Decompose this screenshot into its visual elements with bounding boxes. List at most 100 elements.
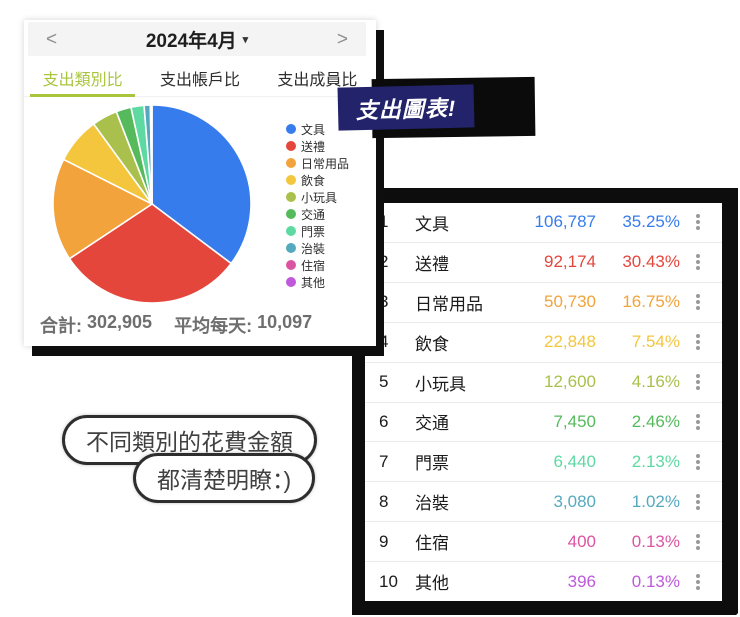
row-percentage: 1.02% xyxy=(631,491,680,511)
row-menu-button[interactable] xyxy=(680,482,716,521)
tab-expense-by-category[interactable]: 支出類別比 xyxy=(24,60,141,97)
row-menu-button[interactable] xyxy=(680,323,716,362)
row-menu-button[interactable] xyxy=(680,243,716,282)
month-selector[interactable]: 2024年4月 ▾ xyxy=(146,26,248,53)
table-row[interactable]: 5 小玩具 12,600 4.16% xyxy=(365,361,722,402)
legend-item: 送禮 xyxy=(286,139,349,154)
row-rank: 4 xyxy=(379,332,389,352)
table-row[interactable]: 1 文具 106,787 35.25% xyxy=(365,203,722,242)
pie-slice[interactable] xyxy=(52,158,154,260)
pie-slice[interactable] xyxy=(150,104,153,205)
row-category-name: 門票 xyxy=(415,454,449,474)
legend-dot-icon xyxy=(286,226,296,236)
month-label: 2024年4月 xyxy=(145,30,237,52)
legend-dot-icon xyxy=(286,124,296,134)
daily-average-pair: 平均每天: 10,097 xyxy=(174,312,312,338)
legend-item: 其他 xyxy=(286,275,349,290)
legend-dot-icon xyxy=(286,243,296,253)
row-amount: 22,848 xyxy=(544,332,596,352)
total-label: 合計: xyxy=(40,316,82,336)
row-rank: 2 xyxy=(379,252,389,272)
row-percentage: 2.46% xyxy=(631,411,680,431)
row-category-name: 飲食 xyxy=(415,334,449,354)
total-value: 302,905 xyxy=(87,312,153,332)
kebab-menu-icon xyxy=(696,380,700,385)
row-amount: 92,174 xyxy=(544,252,596,272)
row-category-name: 日常用品 xyxy=(415,294,483,314)
legend-label: 小玩具 xyxy=(301,190,338,205)
legend-dot-icon xyxy=(286,141,296,151)
row-amount: 400 xyxy=(567,531,596,551)
legend-item: 文具 xyxy=(286,122,349,137)
legend-label: 住宿 xyxy=(301,258,326,273)
badge-label: 支出圖表! xyxy=(337,84,475,131)
kebab-menu-icon xyxy=(696,499,700,504)
row-rank: 3 xyxy=(379,292,389,312)
table-row[interactable]: 6 交通 7,450 2.46% xyxy=(365,401,722,442)
row-percentage: 2.13% xyxy=(631,451,680,471)
kebab-menu-icon xyxy=(696,459,700,464)
row-percentage: 4.16% xyxy=(631,372,680,392)
legend-label: 送禮 xyxy=(301,139,326,154)
row-menu-button[interactable] xyxy=(680,562,716,601)
pie-slice[interactable] xyxy=(68,203,233,304)
legend-item: 住宿 xyxy=(286,258,349,273)
table-row[interactable]: 9 住宿 400 0.13% xyxy=(365,521,722,561)
table-row[interactable]: 7 門票 6,440 2.13% xyxy=(365,441,722,481)
expense-table-sticker: 1 文具 106,787 35.25% 2 送禮 92,174 30.43% 3 日常用品 50,7… xyxy=(352,188,738,615)
chevron-down-icon: ▾ xyxy=(242,33,249,46)
row-percentage: 0.13% xyxy=(631,571,680,591)
row-amount: 106,787 xyxy=(534,212,596,232)
legend-label: 日常用品 xyxy=(301,156,350,171)
legend-item: 飲食 xyxy=(286,173,349,188)
pie-chart[interactable] xyxy=(52,104,252,304)
row-amount: 6,440 xyxy=(553,451,596,471)
table-row[interactable]: 4 飲食 22,848 7.54% xyxy=(365,321,722,362)
row-menu-button[interactable] xyxy=(680,403,716,442)
legend-item: 日常用品 xyxy=(286,156,350,171)
pie-slice[interactable] xyxy=(151,104,252,265)
table-row[interactable]: 2 送禮 92,174 30.43% xyxy=(365,241,722,282)
legend-dot-icon xyxy=(286,277,296,287)
row-menu-button[interactable] xyxy=(680,522,716,561)
legend-dot-icon xyxy=(286,175,296,185)
kebab-menu-icon xyxy=(696,539,700,544)
row-category-name: 治裝 xyxy=(415,494,449,514)
row-menu-button[interactable] xyxy=(680,442,716,481)
kebab-menu-icon xyxy=(696,220,700,225)
table-row[interactable]: 10 其他 396 0.13% xyxy=(365,561,722,601)
row-rank: 9 xyxy=(379,531,389,551)
previous-month-button[interactable]: < xyxy=(46,28,58,50)
row-category-name: 交通 xyxy=(415,414,449,434)
daily-average-label: 平均每天: xyxy=(174,316,253,336)
next-month-button[interactable]: > xyxy=(336,28,348,50)
row-percentage: 16.75% xyxy=(622,292,680,312)
legend-dot-icon xyxy=(286,260,296,270)
table-row[interactable]: 3 日常用品 50,730 16.75% xyxy=(365,281,722,322)
legend-label: 交通 xyxy=(301,207,326,222)
kebab-menu-icon xyxy=(696,419,700,424)
row-rank: 5 xyxy=(379,372,389,392)
pie-chart-svg xyxy=(52,104,252,304)
legend-label: 門票 xyxy=(301,224,326,239)
legend-label: 飲食 xyxy=(301,173,326,188)
legend-label: 其他 xyxy=(301,275,326,290)
kebab-menu-icon xyxy=(696,579,700,584)
legend-dot-icon xyxy=(286,192,296,202)
tab-expense-by-account[interactable]: 支出帳戶比 xyxy=(159,72,240,89)
total-pair: 合計: 302,905 xyxy=(40,312,152,338)
legend-item: 小玩具 xyxy=(286,190,349,205)
tab-expense-by-member[interactable]: 支出成員比 xyxy=(277,72,358,89)
row-menu-button[interactable] xyxy=(680,203,716,242)
row-menu-button[interactable] xyxy=(680,363,716,402)
table-row[interactable]: 8 治裝 3,080 1.02% xyxy=(365,481,722,521)
row-rank: 7 xyxy=(379,451,389,471)
row-amount: 12,600 xyxy=(544,372,596,392)
row-percentage: 35.25% xyxy=(622,212,680,232)
expense-chart-badge: 支出圖表! xyxy=(337,76,538,140)
legend-item: 交通 xyxy=(286,207,349,222)
row-menu-button[interactable] xyxy=(680,283,716,322)
chart-legend: 文具 送禮 日常用品 飲食 小玩具 交通 門票 治裝 住宿 其他 xyxy=(286,122,350,290)
kebab-menu-icon xyxy=(696,260,700,265)
row-category-name: 送禮 xyxy=(415,254,449,274)
